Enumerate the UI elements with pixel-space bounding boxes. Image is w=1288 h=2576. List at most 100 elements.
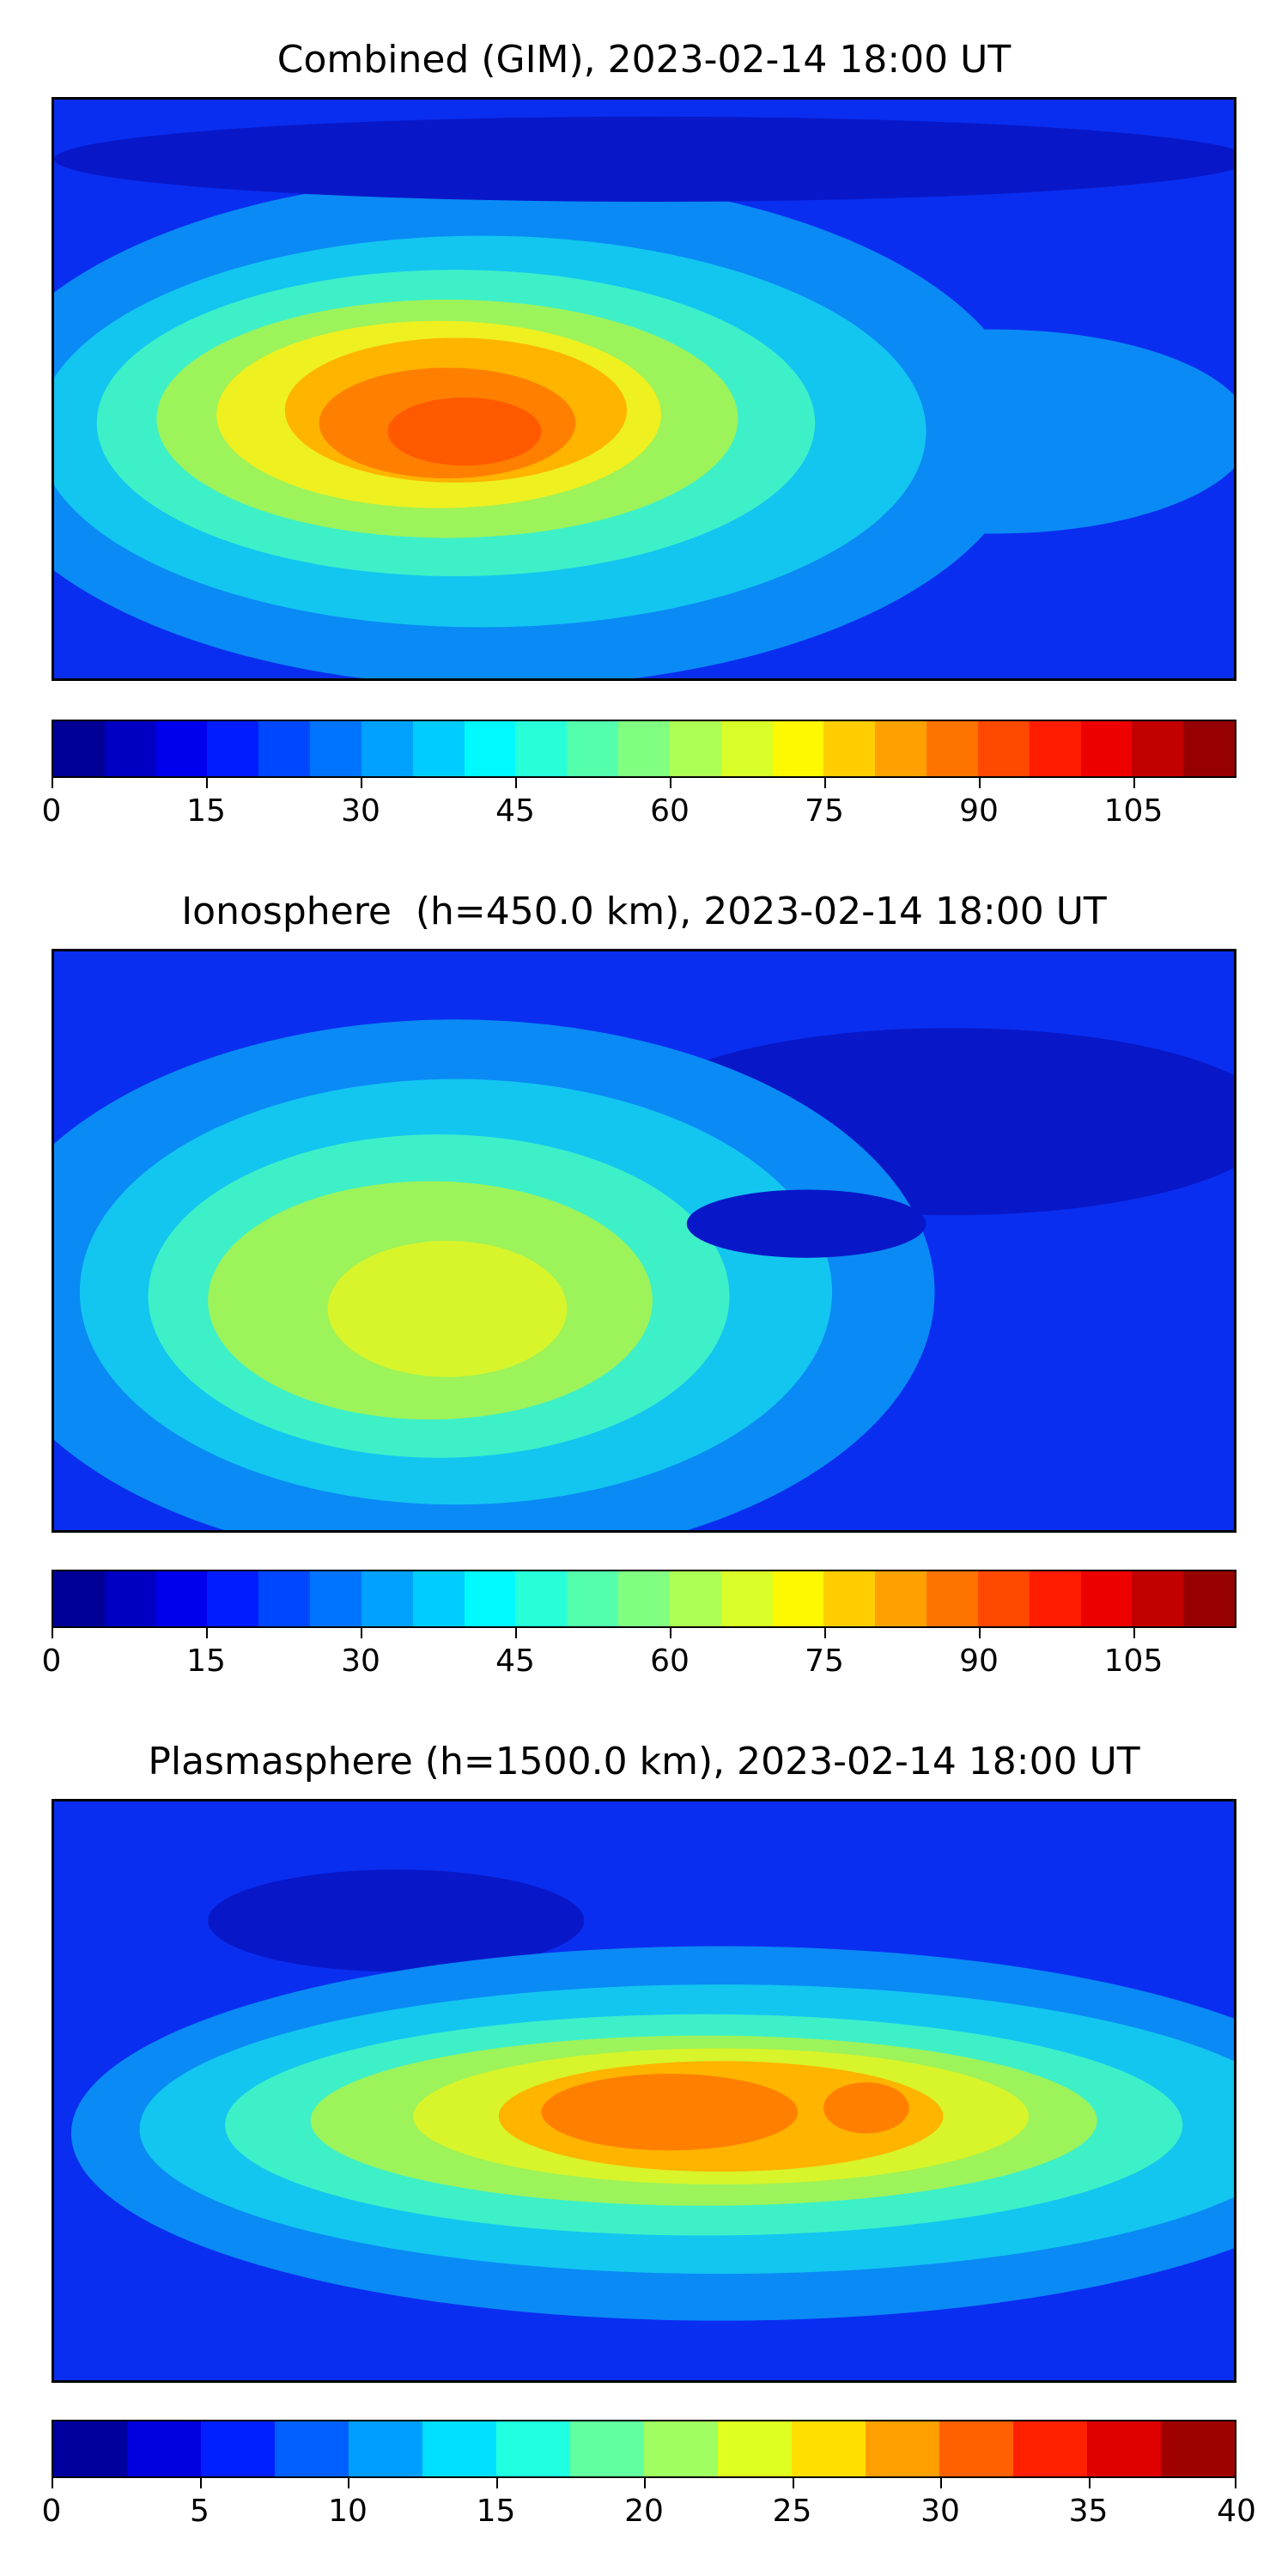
colorbar-tick [1133,1628,1135,1638]
colorbar-segment [618,1571,670,1626]
colorbar-tick [495,2478,498,2488]
colorbar-tick-label: 15 [186,1643,226,1679]
colorbar-tick-label: 20 [624,2494,664,2529]
colorbar-segment [496,2421,570,2476]
colorbar-segment [515,1571,568,1626]
colorbar-segment [310,1571,361,1626]
colorbar-tick-label: 105 [1103,1643,1163,1679]
colorbar-tick [979,1628,981,1638]
colorbar-tick [52,1628,53,1638]
colorbar-tick [206,778,208,788]
colorbar-tick [979,778,981,788]
colorbar-tick-label: 30 [920,2494,960,2529]
colorbar-segment [772,721,824,776]
colorbar-segment [567,1571,619,1626]
colorbar-segment [823,721,876,776]
colorbar-segment [155,1571,208,1626]
colorbar-segment [361,721,413,776]
colorbar-segment [792,2421,866,2476]
colorbar-plasmasphere [52,2420,1236,2478]
colorbar-segment [669,721,721,776]
colorbar-tick [644,2478,646,2488]
colorbar-tick-label: 15 [476,2494,516,2529]
colorbar-tick [1235,2478,1236,2488]
colorbar-tick-label: 30 [341,793,380,829]
colorbar-tick [515,1628,517,1638]
colorbar-tick [52,778,53,788]
colorbar-segment [104,721,156,776]
colorbar-tick-label: 0 [41,1643,62,1679]
panel-title-plasmasphere: Plasmasphere (h=1500.0 km), 2023-02-14 1… [148,1740,1140,1783]
colorbar-segment [53,2421,127,2476]
colorbar-tick-label: 25 [772,2494,812,2529]
colorbar-segment [104,1571,156,1626]
colorbar-tick [361,778,362,788]
colorbar-tick-label: 45 [495,793,535,829]
colorbar-segment [927,1571,978,1626]
colorbar-tick-label: 75 [805,793,844,829]
colorbar-segment [567,721,619,776]
colorbar-segment [258,1571,311,1626]
colorbar-tick [515,778,517,788]
colorbar-tick [824,778,826,788]
colorbar-segment [875,721,927,776]
colorbar-tick-label: 5 [190,2494,210,2529]
colorbar-segment [1132,721,1184,776]
panel-title-combined: Combined (GIM), 2023-02-14 18:00 UT [276,38,1012,82]
colorbar-tick-label: 45 [495,1643,535,1679]
colorbar-segment [422,2421,496,2476]
colorbar-tick-label: 0 [41,793,62,829]
colorbar-segment [866,2421,939,2476]
colorbar-tick [670,778,671,788]
colorbar-segment [258,721,311,776]
colorbar-segment [772,1571,824,1626]
colorbar-ticks-plasmasphere: 0 5 10 15 20 25 30 35 40 [42,2478,1256,2529]
colorbar-tick [792,2478,794,2488]
colorbar-segment [927,721,978,776]
colorbar-segment [720,1571,773,1626]
colorbar-segment [1087,2421,1161,2476]
colorbar-segment [1183,1571,1236,1626]
colorbar-tick [670,1628,671,1638]
colorbar-segment [464,1571,516,1626]
colorbar-segment [515,721,568,776]
colorbar-segment [1029,1571,1081,1626]
colorbar-segment [412,1571,465,1626]
colorbar-tick-label: 75 [805,1643,844,1679]
colorbar-segment [349,2421,422,2476]
colorbar-ticks-ionosphere: 0 15 30 45 60 75 90 105 [42,1628,1236,1679]
colorbar-segment [361,1571,413,1626]
colorbar-tick-label: 10 [328,2494,368,2529]
colorbar-tick [940,2478,942,2488]
colorbar-segment [412,721,465,776]
colorbar-segment [310,721,361,776]
colorbar-segment [977,721,1030,776]
colorbar-segment [644,2421,718,2476]
colorbar-segment [823,1571,876,1626]
map-combined [52,97,1236,681]
colorbar-ionosphere [52,1570,1236,1628]
colorbar-segment [207,721,259,776]
colorbar-segment [720,721,773,776]
colorbar-segment [201,2421,275,2476]
colorbar-segment [875,1571,927,1626]
colorbar-segment [275,2421,349,2476]
colorbar-segment [1013,2421,1087,2476]
colorbar-tick-label: 60 [650,1643,690,1679]
colorbar-segment [669,1571,721,1626]
colorbar-tick [206,1628,208,1638]
colorbar-tick-label: 40 [1217,2494,1256,2529]
colorbar-segment [464,721,516,776]
colorbar-ticks-combined: 0 15 30 45 60 75 90 105 [42,778,1236,829]
colorbar-tick-label: 90 [959,1643,999,1679]
colorbar-segment [53,1571,105,1626]
colorbar-tick [199,2478,202,2488]
colorbar-tick [1088,2478,1091,2488]
colorbar-tick [52,2478,53,2488]
colorbar-segment [1080,721,1133,776]
colorbar-segment [1161,2421,1235,2476]
colorbar-segment [618,721,670,776]
colorbar-segment [718,2421,792,2476]
colorbar-segment [53,721,105,776]
colorbar-segment [207,1571,259,1626]
